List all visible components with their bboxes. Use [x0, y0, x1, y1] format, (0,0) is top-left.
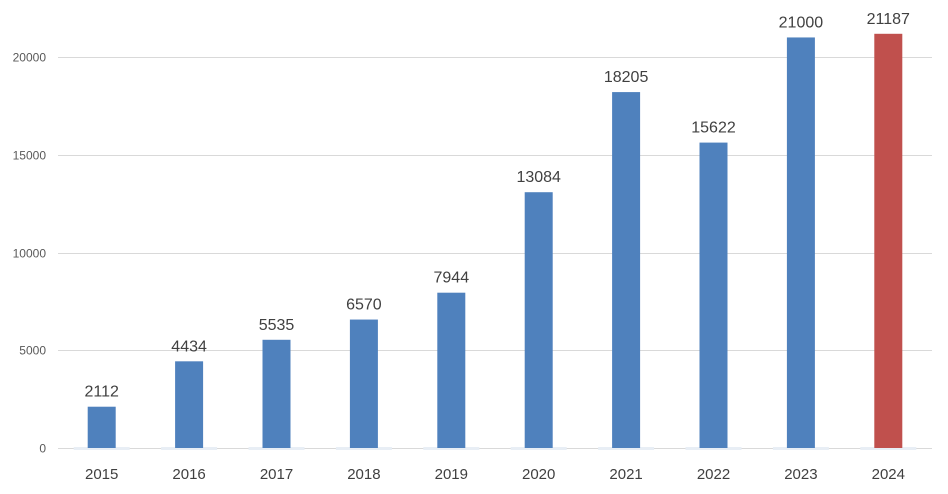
- data-label-2022: 15622: [691, 120, 736, 137]
- bar-2018: [349, 319, 378, 448]
- x-tick-label-2017: 2017: [260, 466, 293, 483]
- x-tick-label-2021: 2021: [609, 466, 642, 483]
- bar-base-shadow: [685, 447, 742, 450]
- bar-base-shadow: [772, 447, 829, 450]
- x-tick-label-2018: 2018: [347, 466, 380, 483]
- y-tick-label: 0: [39, 442, 46, 456]
- x-tick-label-2023: 2023: [784, 466, 817, 483]
- data-label-2015: 2112: [84, 384, 119, 401]
- bar-2019: [437, 292, 466, 448]
- x-tick-label-2015: 2015: [85, 466, 118, 483]
- x-tick-label-2016: 2016: [172, 466, 205, 483]
- bar-base-shadow: [73, 447, 130, 450]
- bar-2017: [262, 339, 291, 448]
- bar-base-shadow: [423, 447, 480, 450]
- bar-2022: [699, 142, 728, 448]
- bar-2020: [524, 192, 553, 448]
- bars: [73, 33, 917, 450]
- bar-2024: [874, 33, 903, 448]
- y-tick-label: 15000: [13, 149, 47, 163]
- bar-2015: [87, 406, 116, 448]
- data-label-2021: 18205: [604, 69, 649, 86]
- bar-base-shadow: [248, 447, 305, 450]
- y-tick-label: 20000: [13, 51, 47, 65]
- x-axis-ticks: 2015 2016 2017 2018 2019 2020 2021 2022 2023 2024: [85, 466, 905, 483]
- bar-2016: [175, 361, 204, 448]
- data-label-2019: 7944: [434, 270, 470, 287]
- y-axis-ticks: 0 5000 10000 15000 20000: [13, 51, 47, 456]
- y-tick-label: 10000: [13, 247, 47, 261]
- bar-base-shadow: [335, 447, 392, 450]
- bar-base-shadow: [161, 447, 218, 450]
- data-label-2016: 4434: [171, 338, 207, 355]
- bar-2023: [786, 37, 815, 448]
- x-tick-label-2020: 2020: [522, 466, 555, 483]
- data-label-2024: 21187: [867, 11, 910, 28]
- bar-base-shadow: [598, 447, 655, 450]
- data-label-2023: 21000: [779, 14, 824, 31]
- data-label-2020: 13084: [516, 169, 561, 186]
- data-label-2017: 5535: [259, 317, 295, 334]
- y-tick-label: 5000: [19, 344, 46, 358]
- bar-2021: [612, 92, 641, 448]
- bar-base-shadow: [510, 447, 567, 450]
- x-tick-label-2019: 2019: [435, 466, 468, 483]
- x-tick-label-2022: 2022: [697, 466, 730, 483]
- bar-base-shadow: [860, 447, 917, 450]
- x-tick-label-2024: 2024: [872, 466, 905, 483]
- data-labels: 2112 4434 5535 6570 7944 13084 18205 15622 21000…: [84, 11, 910, 401]
- data-label-2018: 6570: [346, 297, 382, 314]
